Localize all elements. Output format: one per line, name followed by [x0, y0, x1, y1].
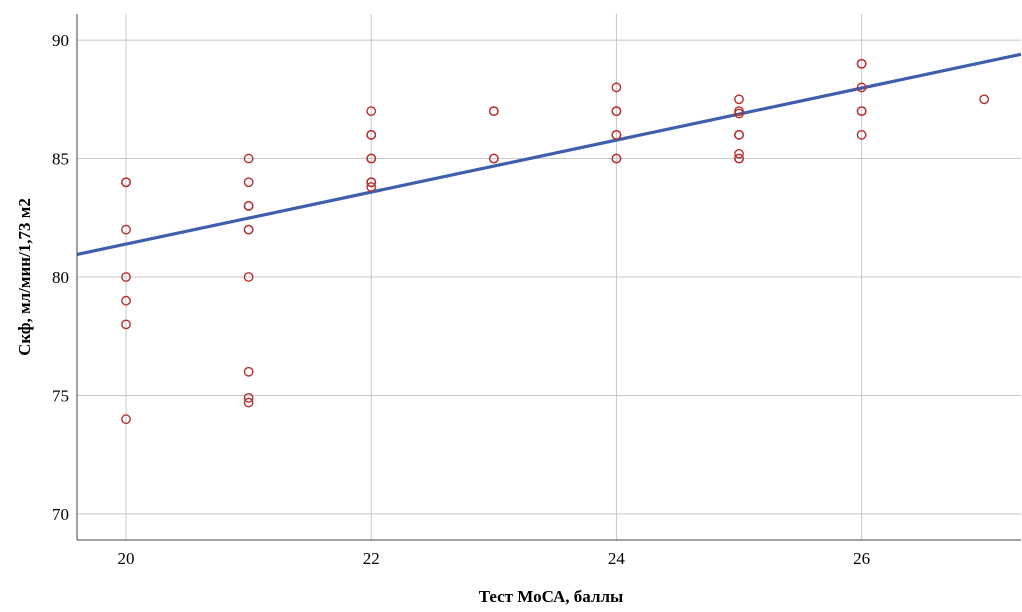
data-point: [734, 153, 744, 164]
data-point: [121, 319, 131, 330]
data-point: [243, 153, 254, 164]
y-tick-label: 75: [52, 386, 69, 405]
data-point: [488, 153, 499, 164]
data-point: [243, 397, 254, 408]
data-point: [366, 129, 377, 140]
data-point: [121, 224, 131, 235]
data-point: [611, 129, 622, 140]
data-point: [121, 295, 131, 306]
y-tick-label: 70: [52, 505, 69, 524]
y-tick-label: 85: [52, 150, 69, 169]
regression-line-group: [76, 52, 1022, 257]
data-point: [366, 153, 377, 164]
x-tick-label: 26: [853, 549, 870, 568]
data-point: [366, 177, 377, 188]
regression-line: [76, 52, 1022, 257]
data-point: [121, 414, 131, 425]
data-point: [856, 58, 867, 69]
data-point: [243, 201, 254, 211]
y-axis-title: Скф, мл/мин/1,73 м2: [15, 198, 34, 356]
data-point: [734, 148, 744, 159]
data-point: [856, 106, 867, 117]
y-tick-label: 90: [52, 31, 69, 50]
data-point: [243, 392, 254, 403]
data-point: [121, 272, 131, 282]
data-point: [734, 94, 744, 105]
data-point: [611, 153, 622, 164]
data-point: [488, 106, 499, 117]
data-point: [243, 272, 254, 282]
data-point: [979, 94, 990, 105]
data-point: [734, 129, 744, 140]
data-point: [243, 177, 254, 188]
x-tick-label: 20: [118, 549, 135, 568]
data-point: [366, 106, 377, 117]
grid-lines: [77, 14, 1021, 540]
data-point: [856, 129, 867, 140]
data-point: [243, 366, 254, 377]
y-tick-label: 80: [52, 268, 69, 287]
data-point: [243, 224, 254, 235]
x-axis-title: Тест МоСА, баллы: [479, 587, 624, 606]
axes: [76, 14, 1021, 541]
tick-labels: 20 22 24 26 70 75 80 85 90: [52, 31, 870, 568]
data-point: [611, 106, 622, 117]
data-point: [611, 82, 622, 93]
data-point: [366, 182, 377, 192]
x-tick-label: 24: [608, 549, 626, 568]
data-point: [856, 82, 867, 93]
data-points: [121, 58, 990, 425]
data-point: [121, 177, 131, 188]
data-point: [734, 108, 744, 119]
x-tick-label: 22: [363, 549, 380, 568]
